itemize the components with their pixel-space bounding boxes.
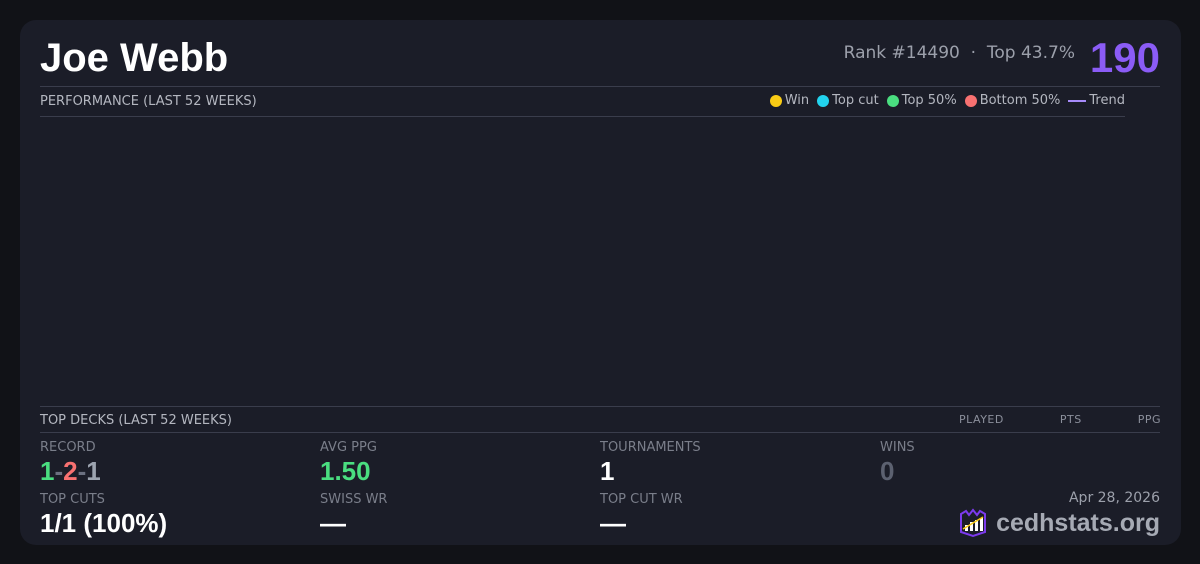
- top-50-dot-icon: [886, 94, 899, 107]
- stat-wins: WINS 0: [880, 440, 915, 487]
- player-name: Joe Webb: [40, 36, 229, 80]
- win-dot-icon: [769, 94, 782, 107]
- rank-line: Rank #14490 · Top 43.7%: [844, 43, 1075, 63]
- separator: ·: [970, 43, 977, 63]
- legend-win: Win: [769, 93, 810, 108]
- stat-label: WINS: [880, 440, 915, 455]
- legend-top-cut: Top cut: [817, 93, 879, 108]
- col-pts: PTS: [1059, 413, 1082, 426]
- chart-legend: Win Top cut Top 50% Bottom 50% Trend: [769, 93, 1125, 108]
- legend-label: Top cut: [832, 93, 879, 108]
- divider: [40, 116, 1125, 117]
- divider: [40, 432, 1160, 433]
- stat-swiss-wr: SWISS WR —: [320, 492, 387, 539]
- dash: -: [54, 456, 64, 486]
- legend-top-50: Top 50%: [886, 93, 957, 108]
- stat-label: TOP CUT WR: [600, 492, 683, 507]
- cedhstats-logo-icon: [960, 508, 987, 538]
- rank: Rank #14490: [843, 43, 960, 63]
- stat-top-cuts: TOP CUTS 1/1 (100%): [40, 492, 167, 539]
- top-percent: Top 43.7%: [986, 43, 1075, 63]
- top-decks-title: TOP DECKS (LAST 52 WEEKS): [40, 413, 232, 428]
- brand-name: cedhstats.org: [996, 508, 1160, 537]
- player-card: Joe Webb Rank #14490 · Top 43.7% 190 PER…: [20, 20, 1181, 545]
- stat-tournaments: TOURNAMENTS 1: [600, 440, 701, 487]
- stat-avg-ppg: AVG PPG 1.50: [320, 440, 377, 487]
- stat-value: —: [600, 508, 626, 538]
- record-losses: 2: [63, 456, 78, 486]
- dash: -: [77, 456, 87, 486]
- stat-value: 1.50: [320, 456, 371, 486]
- record-wins: 1: [40, 456, 55, 486]
- stat-record: RECORD 1-2-1: [40, 440, 101, 487]
- stat-label: TOP CUTS: [40, 492, 105, 507]
- legend-label: Top 50%: [901, 93, 957, 108]
- stat-label: SWISS WR: [320, 492, 388, 507]
- brand: cedhstats.org: [958, 508, 1160, 538]
- stat-top-cut-wr: TOP CUT WR —: [600, 492, 683, 539]
- legend-bottom-50: Bottom 50%: [964, 93, 1061, 108]
- divider: [40, 406, 1160, 407]
- record-value: 1-2-1: [40, 456, 101, 487]
- trend-line-icon: [1068, 99, 1087, 102]
- stat-value: 0: [880, 456, 895, 486]
- stat-value: —: [320, 508, 346, 538]
- stat-value: 1/1 (100%): [40, 508, 168, 538]
- stat-label: AVG PPG: [320, 440, 377, 455]
- snapshot-date: Apr 28, 2026: [1068, 490, 1160, 506]
- deck-columns: PLAYED PTS PPG: [903, 413, 1161, 426]
- divider: [40, 86, 1160, 87]
- legend-trend: Trend: [1068, 93, 1125, 108]
- record-draws: 1: [86, 456, 101, 486]
- performance-title: PERFORMANCE (LAST 52 WEEKS): [40, 94, 257, 109]
- col-ppg: PPG: [1137, 413, 1161, 426]
- legend-label: Bottom 50%: [979, 93, 1061, 108]
- bottom-50-dot-icon: [964, 94, 977, 107]
- score: 190: [1089, 34, 1160, 81]
- legend-label: Win: [784, 93, 810, 108]
- stat-label: RECORD: [40, 440, 96, 455]
- performance-chart-area: [40, 117, 1125, 405]
- stat-label: TOURNAMENTS: [600, 440, 701, 455]
- legend-label: Trend: [1089, 93, 1125, 108]
- col-played: PLAYED: [959, 413, 1004, 426]
- top-cut-dot-icon: [817, 94, 830, 107]
- stat-value: 1: [600, 456, 615, 486]
